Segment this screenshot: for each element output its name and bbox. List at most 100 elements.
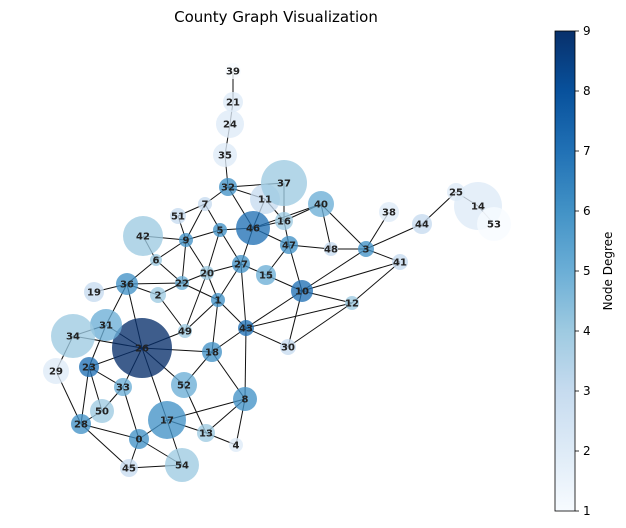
node-label-50: 50 bbox=[95, 407, 109, 418]
node-label-15: 15 bbox=[259, 271, 273, 282]
node-label-46: 46 bbox=[246, 224, 260, 235]
node-label-51: 51 bbox=[171, 212, 185, 223]
node-label-45: 45 bbox=[122, 464, 136, 475]
node-0 bbox=[129, 429, 149, 449]
node-38 bbox=[379, 202, 399, 222]
colorbar-tick-label: 5 bbox=[583, 264, 591, 278]
node-3 bbox=[358, 241, 374, 257]
node-label-2: 2 bbox=[155, 291, 162, 302]
node-label-24: 24 bbox=[223, 120, 237, 131]
node-40 bbox=[308, 191, 334, 217]
node-label-35: 35 bbox=[218, 151, 232, 162]
node-21 bbox=[223, 92, 243, 112]
node-16 bbox=[275, 212, 293, 230]
edge-10-43 bbox=[245, 290, 303, 329]
node-label-31: 31 bbox=[99, 321, 113, 332]
colorbar-tick-label: 7 bbox=[583, 144, 591, 158]
node-10 bbox=[291, 280, 313, 302]
node-30 bbox=[280, 339, 296, 355]
node-5 bbox=[213, 223, 227, 237]
node-47 bbox=[280, 236, 298, 254]
node-54 bbox=[165, 448, 199, 482]
edge-28-45 bbox=[80, 423, 130, 469]
node-1 bbox=[211, 293, 225, 307]
node-label-9: 9 bbox=[183, 236, 190, 247]
colorbar-tick-label: 6 bbox=[583, 204, 591, 218]
node-50 bbox=[90, 399, 114, 423]
node-12 bbox=[345, 296, 359, 310]
node-label-36: 36 bbox=[120, 280, 134, 291]
node-label-13: 13 bbox=[199, 429, 213, 440]
node-17 bbox=[148, 401, 186, 439]
node-label-33: 33 bbox=[116, 383, 130, 394]
node-label-12: 12 bbox=[345, 299, 359, 310]
node-33 bbox=[114, 378, 132, 396]
colorbar-tick-label: 2 bbox=[583, 444, 591, 458]
node-49 bbox=[178, 324, 192, 338]
chart-title: County Graph Visualization bbox=[174, 8, 378, 26]
node-label-0: 0 bbox=[136, 435, 143, 446]
edge-9-22 bbox=[181, 239, 187, 284]
node-label-29: 29 bbox=[49, 367, 63, 378]
node-label-30: 30 bbox=[281, 343, 295, 354]
colorbar-tick-label: 4 bbox=[583, 324, 591, 338]
node-label-16: 16 bbox=[277, 217, 291, 228]
node-layer: 0123456789101112131415161718192021222324… bbox=[43, 63, 511, 482]
colorbar: 1 2 3 4 5 6 7 8 9 Node Degree bbox=[554, 24, 615, 518]
node-18 bbox=[202, 342, 222, 362]
node-label-10: 10 bbox=[295, 287, 309, 298]
node-label-20: 20 bbox=[200, 269, 214, 280]
colorbar-ticks: 1 2 3 4 5 6 7 8 9 bbox=[575, 24, 591, 518]
node-label-11: 11 bbox=[258, 195, 272, 206]
node-32 bbox=[219, 178, 237, 196]
node-label-7: 7 bbox=[202, 200, 209, 211]
node-52 bbox=[171, 372, 197, 398]
node-label-3: 3 bbox=[363, 245, 370, 256]
node-label-32: 32 bbox=[221, 183, 235, 194]
node-label-28: 28 bbox=[74, 420, 88, 431]
node-label-22: 22 bbox=[175, 279, 189, 290]
node-22 bbox=[175, 276, 189, 290]
node-34 bbox=[51, 314, 95, 358]
node-label-17: 17 bbox=[160, 416, 174, 427]
edge-3-44 bbox=[365, 223, 423, 250]
colorbar-gradient bbox=[554, 30, 576, 512]
node-label-19: 19 bbox=[87, 288, 101, 299]
node-label-39: 39 bbox=[226, 67, 240, 78]
node-label-4: 4 bbox=[233, 441, 240, 452]
node-label-5: 5 bbox=[217, 226, 224, 237]
edge-3-10 bbox=[301, 248, 367, 292]
node-label-8: 8 bbox=[242, 395, 249, 406]
node-label-47: 47 bbox=[282, 241, 296, 252]
node-48 bbox=[324, 242, 338, 256]
node-label-41: 41 bbox=[393, 258, 407, 269]
node-label-25: 25 bbox=[449, 188, 463, 199]
node-label-14: 14 bbox=[471, 202, 485, 213]
edge-12-30 bbox=[287, 302, 353, 348]
node-label-44: 44 bbox=[415, 220, 429, 231]
node-label-38: 38 bbox=[382, 208, 396, 219]
node-19 bbox=[84, 282, 104, 302]
node-label-34: 34 bbox=[66, 332, 80, 343]
node-31 bbox=[90, 309, 122, 341]
node-43 bbox=[238, 320, 254, 336]
node-26 bbox=[112, 318, 172, 378]
colorbar-tick-label: 1 bbox=[583, 504, 591, 518]
node-44 bbox=[412, 214, 432, 234]
node-label-52: 52 bbox=[177, 381, 191, 392]
colorbar-tick-label: 9 bbox=[583, 24, 591, 38]
node-8 bbox=[233, 387, 257, 411]
node-29 bbox=[43, 358, 69, 384]
node-label-49: 49 bbox=[178, 327, 192, 338]
edge-49-1 bbox=[184, 299, 219, 332]
node-20 bbox=[200, 266, 214, 280]
edge-41-10 bbox=[301, 261, 401, 292]
node-42 bbox=[123, 216, 163, 256]
node-label-54: 54 bbox=[175, 461, 189, 472]
node-36 bbox=[116, 273, 138, 295]
node-15 bbox=[256, 265, 276, 285]
edge-layer bbox=[55, 71, 495, 469]
colorbar-tick-label: 3 bbox=[583, 384, 591, 398]
node-46 bbox=[236, 211, 270, 245]
